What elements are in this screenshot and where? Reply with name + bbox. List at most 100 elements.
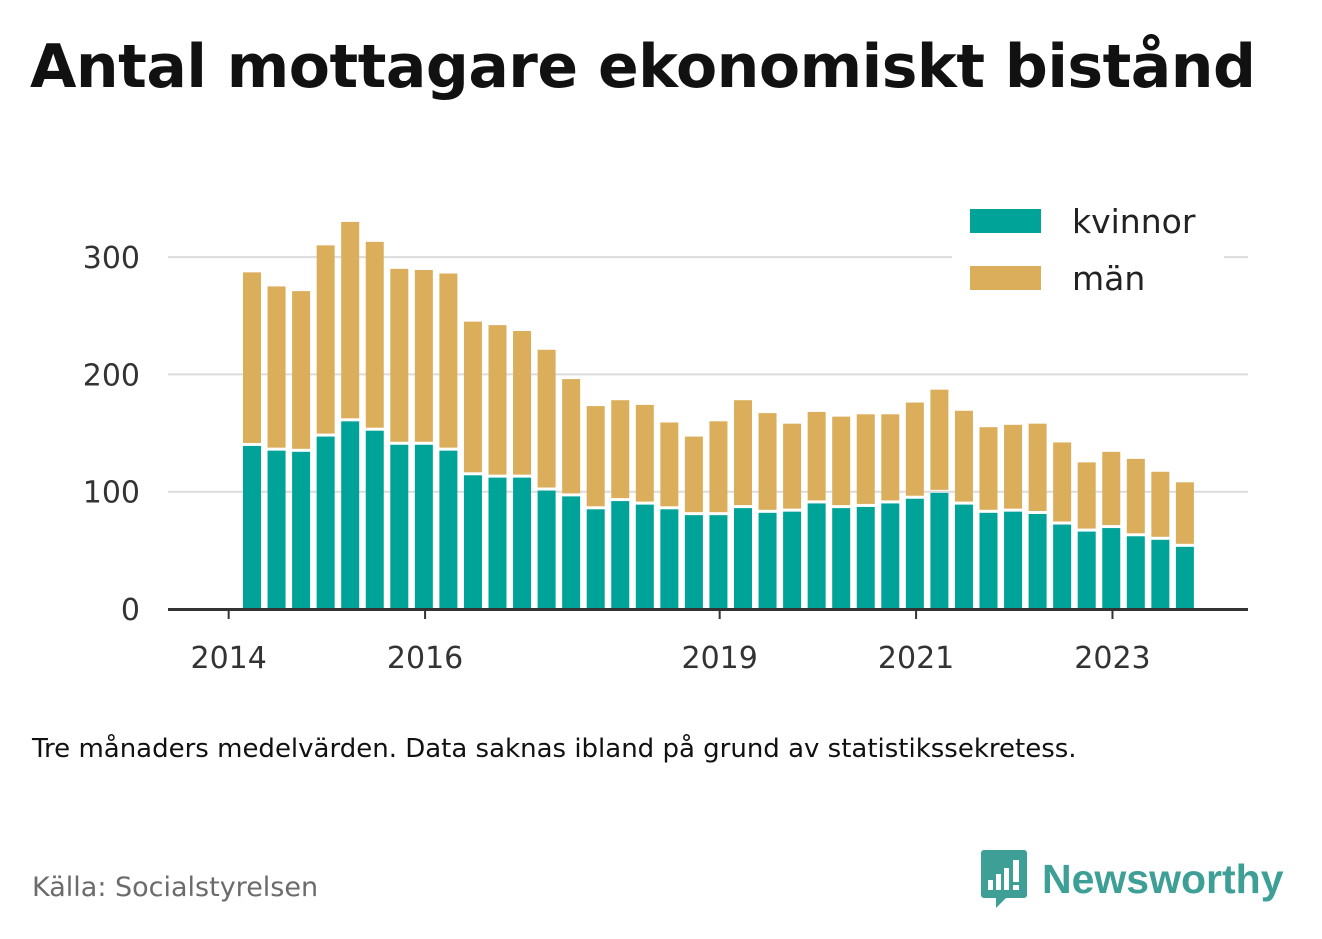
bar-kvinnor-12 [537, 490, 556, 609]
bar-kvinnor-22 [783, 511, 802, 609]
bar-man-5 [365, 241, 384, 428]
bar-kvinnor-28 [930, 492, 949, 609]
bar-man-4 [341, 221, 360, 419]
bar-kvinnor-32 [1028, 513, 1047, 609]
bar-kvinnor-2 [292, 451, 311, 609]
bar-man-34 [1077, 462, 1096, 529]
legend-label-man: män [1072, 259, 1145, 298]
bar-man-18 [684, 436, 703, 513]
newsworthy-brand: Newsworthy [980, 848, 1284, 910]
bar-man-30 [979, 427, 998, 510]
bar-man-15 [611, 400, 630, 499]
bar-man-10 [488, 325, 507, 475]
bar-kvinnor-23 [807, 503, 826, 609]
bar-kvinnor-27 [905, 498, 924, 609]
chart-title: Antal mottagare ekonomiskt bistånd [30, 32, 1256, 102]
bar-man-24 [832, 416, 851, 506]
bar-kvinnor-5 [365, 430, 384, 609]
bar-man-7 [414, 270, 433, 442]
bar-man-1 [267, 286, 286, 448]
axes: 0 100 200 300 2014 2016 2019 2021 2023 [83, 241, 1248, 676]
bar-kvinnor-15 [611, 501, 630, 609]
source-credit: Källa: Socialstyrelsen [32, 872, 319, 903]
bar-kvinnor-21 [758, 512, 777, 609]
y-tick-label-100: 100 [83, 476, 140, 511]
x-tick-label-2014: 2014 [190, 641, 266, 676]
bar-kvinnor-1 [267, 450, 286, 609]
legend-swatch-man [970, 266, 1041, 290]
x-tick-label-2016: 2016 [387, 641, 463, 676]
x-tick-label-2021: 2021 [878, 641, 954, 676]
bar-kvinnor-38 [1175, 546, 1194, 609]
bar-man-16 [635, 404, 654, 502]
bar-kvinnor-25 [856, 506, 875, 609]
bar-kvinnor-20 [734, 508, 752, 609]
x-tick-label-2023: 2023 [1074, 641, 1150, 676]
bar-kvinnor-18 [684, 515, 703, 609]
bar-kvinnor-17 [660, 509, 679, 609]
bar-kvinnor-16 [635, 504, 654, 609]
bar-man-2 [292, 291, 311, 449]
bar-man-29 [954, 410, 973, 502]
bar-man-33 [1053, 442, 1072, 522]
bar-kvinnor-6 [390, 444, 409, 609]
bars [243, 221, 1194, 609]
y-tick-label-200: 200 [83, 358, 140, 393]
bar-man-32 [1028, 423, 1047, 511]
bar-kvinnor-34 [1077, 531, 1096, 609]
bar-kvinnor-31 [1004, 511, 1023, 609]
chart-note: Tre månaders medelvärden. Data saknas ib… [32, 734, 1077, 764]
bar-man-38 [1175, 482, 1194, 544]
bar-kvinnor-26 [881, 503, 900, 609]
bar-kvinnor-29 [954, 504, 973, 609]
bar-man-11 [513, 330, 532, 475]
bar-kvinnor-7 [414, 444, 433, 609]
bar-man-26 [881, 414, 900, 501]
y-tick-label-300: 300 [83, 241, 140, 276]
bar-man-37 [1151, 471, 1170, 537]
bar-man-20 [734, 400, 752, 506]
bar-man-23 [807, 411, 826, 501]
bar-kvinnor-33 [1053, 524, 1072, 609]
bar-man-27 [905, 402, 924, 496]
bar-kvinnor-13 [562, 496, 581, 609]
bar-man-9 [463, 321, 482, 473]
bar-man-25 [856, 414, 875, 504]
stacked-bar-chart: 0 100 200 300 2014 2016 2019 2021 2023 kvinnor m… [82, 196, 1248, 676]
bar-man-8 [439, 273, 458, 448]
bar-man-6 [390, 268, 409, 442]
bar-kvinnor-24 [832, 508, 851, 609]
bar-kvinnor-11 [513, 477, 532, 609]
bar-man-36 [1126, 458, 1145, 534]
bar-kvinnor-14 [586, 509, 605, 609]
legend-label-kvinnor: kvinnor [1072, 202, 1196, 241]
bar-kvinnor-35 [1102, 528, 1121, 609]
bar-kvinnor-19 [709, 515, 728, 609]
bar-kvinnor-4 [341, 421, 360, 609]
bar-man-13 [562, 379, 581, 494]
bar-man-22 [783, 423, 802, 509]
bar-kvinnor-9 [463, 475, 482, 609]
bar-kvinnor-10 [488, 477, 507, 609]
bar-kvinnor-0 [243, 445, 261, 609]
bar-man-14 [586, 406, 605, 507]
bar-kvinnor-3 [316, 436, 335, 609]
legend: kvinnor män [952, 196, 1224, 308]
x-tick-label-2019: 2019 [681, 641, 757, 676]
bar-man-19 [709, 421, 728, 513]
bar-man-3 [316, 245, 335, 434]
bar-kvinnor-8 [439, 450, 458, 609]
bar-kvinnor-36 [1126, 536, 1145, 609]
bar-man-12 [537, 349, 556, 488]
y-tick-label-0: 0 [121, 593, 140, 628]
legend-swatch-kvinnor [970, 209, 1041, 233]
bar-man-17 [660, 422, 679, 507]
bar-man-35 [1102, 451, 1121, 526]
bar-man-21 [758, 413, 777, 510]
bar-man-31 [1004, 424, 1023, 509]
brand-name: Newsworthy [1042, 855, 1284, 902]
bar-kvinnor-37 [1151, 539, 1170, 609]
bar-kvinnor-30 [979, 512, 998, 609]
bar-man-28 [930, 389, 949, 490]
newsworthy-logo-icon [981, 850, 1027, 908]
